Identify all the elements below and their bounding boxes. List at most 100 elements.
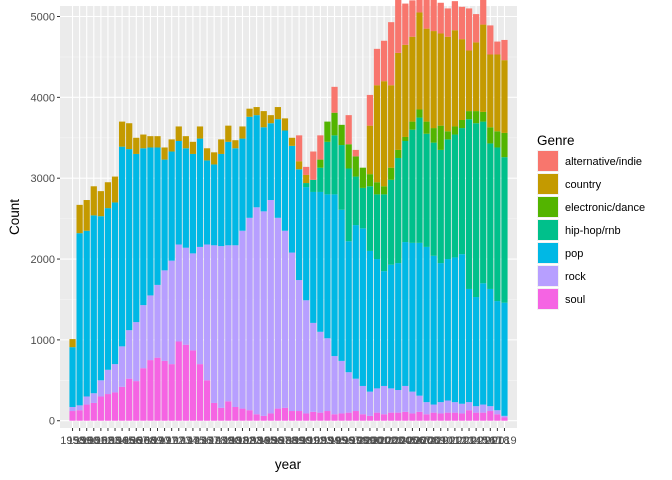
bar-country-2002: [380, 81, 388, 187]
bar-rock-1966: [126, 330, 133, 379]
x-tick-label: 1990: [287, 435, 311, 447]
bar-soul-2012: [451, 412, 459, 421]
bar-soul-2015: [473, 412, 480, 421]
bar-hip-hop-rnb-2018: [494, 147, 501, 302]
bar-pop-1967: [133, 153, 140, 323]
bar-country-1984: [253, 107, 260, 116]
bar-soul-1992: [310, 411, 317, 421]
bar-country-1985: [260, 111, 267, 128]
bar-alternative-indie-1993: [317, 135, 324, 160]
bar-rock-2016: [480, 404, 487, 413]
bar-hip-hop-rnb-2003: [388, 179, 395, 265]
bar-hip-hop-rnb-2009: [430, 142, 437, 256]
bar-rock-1984: [253, 207, 260, 415]
bar-soul-2006: [409, 413, 416, 421]
bar-pop-1964: [111, 202, 119, 365]
bar-hip-hop-rnb-2011: [444, 139, 451, 260]
y-axis: 0 1000 2000 3000 4000 5000: [31, 12, 60, 428]
bar-country-1965: [118, 121, 126, 147]
bar-soul-1989: [288, 411, 296, 421]
bar-soul-1962: [97, 396, 104, 421]
bar-country-2013: [458, 39, 466, 120]
bar-pop-1994: [324, 194, 331, 339]
bar-rock-1975: [189, 253, 197, 351]
bar-soul-2003: [388, 412, 395, 421]
bar-hip-hop-rnb-2008: [423, 133, 430, 247]
x-axis-title: year: [275, 457, 302, 472]
legend-label: rock: [565, 271, 586, 283]
bar-pop-1999: [359, 228, 366, 386]
x-tick-label: 1985: [251, 435, 275, 447]
bar-electronic-dance-2010: [437, 125, 444, 150]
x-tick-label: 1978: [202, 435, 226, 447]
bar-alternative-indie-2005: [402, 3, 409, 45]
bar-rock-2001: [373, 388, 381, 413]
bar-hip-hop-rnb-2002: [380, 194, 388, 272]
x-tick-label: 1973: [167, 435, 191, 447]
bar-alternative-indie-1995: [331, 86, 338, 113]
bar-rock-1981: [232, 245, 239, 407]
bar-rock-2014: [465, 402, 473, 411]
bar-country-1959: [76, 204, 83, 234]
x-tick-label: 1981: [223, 435, 247, 447]
x-tick-label: 1969: [138, 435, 162, 447]
x-axis: 1958195919601961196219631964196519661967…: [60, 428, 517, 447]
bar-electronic-dance-2015: [473, 111, 480, 124]
bar-pop-2004: [395, 263, 402, 391]
x-tick-label: 1976: [188, 435, 212, 447]
bar-soul-2008: [423, 414, 430, 421]
bar-soul-2011: [444, 412, 451, 421]
bar-pop-1993: [317, 191, 324, 332]
bar-rock-1965: [118, 346, 126, 387]
bar-soul-1997: [345, 412, 352, 421]
bar-pop-1997: [345, 241, 352, 373]
legend-label: alternative/indie: [565, 156, 642, 168]
bar-rock-1964: [111, 364, 119, 393]
bar-electronic-dance-1999: [359, 167, 366, 188]
bar-rock-1986: [267, 200, 274, 414]
bar-soul-1978: [211, 402, 218, 421]
bar-pop-2003: [388, 264, 395, 389]
bar-country-2019: [501, 60, 508, 133]
bar-hip-hop-rnb-2012: [451, 134, 459, 258]
bar-rock-1977: [203, 244, 211, 381]
bar-electronic-dance-2014: [465, 111, 473, 120]
x-tick-label: 1979: [209, 435, 233, 447]
bar-pop-1996: [338, 209, 345, 361]
bar-rock-2004: [395, 390, 402, 413]
bar-electronic-dance-2000: [366, 174, 374, 187]
bar-hip-hop-rnb-1997: [345, 168, 352, 242]
bar-rock-1985: [260, 211, 267, 416]
bar-soul-1972: [168, 364, 175, 421]
bar-rock-1958: [69, 406, 76, 412]
bar-soul-2000: [366, 415, 374, 421]
bar-electronic-dance-2019: [501, 132, 508, 158]
bar-soul-1966: [126, 378, 133, 421]
bar-soul-1983: [246, 410, 253, 421]
y-tick-label: 3000: [31, 173, 55, 185]
bar-hip-hop-rnb-2007: [416, 117, 423, 243]
bar-soul-1986: [267, 413, 274, 421]
bar-pop-1961: [90, 215, 97, 394]
bar-country-1977: [203, 148, 211, 161]
bar-electronic-dance-2004: [395, 149, 402, 158]
bar-pop-1983: [246, 116, 253, 218]
bar-rock-1997: [345, 372, 352, 413]
bar-rock-1989: [288, 252, 296, 412]
bar-country-1969: [147, 136, 154, 148]
bar-soul-1967: [133, 381, 140, 421]
x-tick-label: 1964: [103, 435, 127, 447]
bar-rock-2019: [501, 415, 508, 418]
legend-swatch-rock: [538, 266, 558, 286]
bar-rock-1969: [147, 295, 154, 361]
bar-rock-2005: [402, 385, 409, 412]
bar-pop-1991: [303, 187, 310, 301]
bar-electronic-dance-2017: [487, 127, 494, 144]
x-tick-label: 1980: [216, 435, 240, 447]
bar-rock-1990: [296, 280, 303, 412]
bar-hip-hop-rnb-1999: [359, 187, 366, 229]
bar-country-1972: [168, 139, 175, 152]
bar-country-2003: [388, 85, 395, 168]
bar-alternative-indie-1992: [310, 151, 317, 180]
bar-rock-1973: [175, 244, 182, 342]
